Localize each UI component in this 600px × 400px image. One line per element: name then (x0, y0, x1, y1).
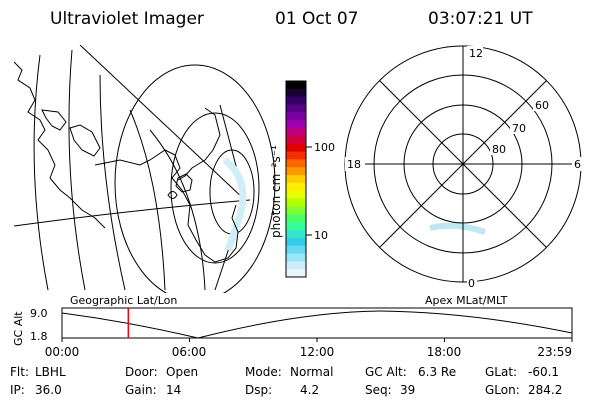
map-coastline (94, 149, 239, 263)
info-glat-label: GLat: (485, 365, 517, 379)
colorbar-cell (286, 120, 306, 129)
map-meridian-line (149, 129, 206, 291)
info-dsp-value: 4.2 (300, 383, 319, 397)
timeline-frame (61, 307, 573, 339)
colorbar-cell (286, 128, 306, 137)
info-glon-value: 284.2 (528, 383, 562, 397)
polar-plot (344, 45, 582, 283)
polar-label-60: 60 (535, 99, 549, 112)
timeline-ylabel: GC Alt (12, 311, 25, 346)
header-title: Ultraviolet Imager (50, 9, 204, 29)
colorbar-cell (286, 167, 306, 176)
colorbar-cell (286, 261, 306, 270)
info-gain-value: 14 (166, 383, 181, 397)
colorbar-cell (286, 96, 306, 106)
map-coastline (167, 191, 178, 199)
polar-label-12: 12 (469, 47, 483, 60)
timeline: Geographic Lat/Lon Apex MLat/MLT GC Alt … (12, 294, 573, 359)
colorbar-cell (286, 237, 306, 247)
polar-label-18: 18 (347, 158, 361, 171)
info-ip-value: 36.0 (35, 383, 62, 397)
colorbar-gradient (286, 81, 306, 278)
colorbar-cell (286, 104, 306, 113)
header-date: 01 Oct 07 (275, 9, 358, 29)
map-coastline (69, 124, 101, 157)
polar-diagonal-line (379, 80, 547, 248)
map-latitude-circle (170, 112, 260, 264)
info-flt-value: LBHL (35, 365, 66, 379)
colorbar-cell (286, 151, 306, 160)
timeline-right-caption: Apex MLat/MLT (425, 294, 508, 307)
info-door-label: Door: (125, 365, 158, 379)
colorbar-cell (286, 229, 306, 239)
timeline-left-caption: Geographic Lat/Lon (70, 294, 177, 307)
colorbar-cell (286, 245, 306, 255)
colorbar-cell (286, 159, 306, 168)
info-glat-value: -60.1 (528, 365, 559, 379)
colorbar-cell (286, 182, 306, 192)
polar-label-6: 6 (574, 158, 581, 171)
colorbar-cell (286, 88, 306, 98)
info-ip-label: IP: (10, 383, 25, 397)
timeline-xtick-label: 00:00 (45, 345, 80, 359)
info-dsp-label: Dsp: (245, 383, 272, 397)
colorbar-cell (286, 81, 306, 90)
colorbar-cell (286, 253, 306, 262)
polar-label-80: 80 (492, 143, 506, 156)
timeline-ytick-bottom: 1.8 (30, 330, 48, 343)
timeline-ticks (61, 338, 573, 342)
map-meridian-line (33, 54, 49, 291)
colorbar-cell (286, 112, 306, 121)
info-gain-label: Gain: (125, 383, 157, 397)
map-latitude-line (14, 199, 251, 227)
map-earth-limb (114, 64, 276, 293)
polar-label-0: 0 (468, 277, 475, 290)
map-meridian-line (129, 109, 166, 291)
colorbar: 100 10 photon cm⁻²s⁻¹ (269, 80, 335, 278)
timeline-xtick-label: 06:00 (172, 345, 207, 359)
info-mode-value: Normal (290, 365, 333, 379)
colorbar-cell (286, 222, 306, 231)
timeline-ytick-top: 9.0 (30, 307, 48, 320)
colorbar-cell (286, 190, 306, 200)
info-glon-label: GLon: (485, 383, 520, 397)
polar-aurora-glow (429, 222, 486, 235)
info-flt-label: Flt: (10, 365, 29, 379)
map-meridian-line (99, 74, 126, 291)
colorbar-cell (286, 214, 306, 223)
polar-labels: 12 18 6 0 60 70 80 (345, 46, 582, 290)
map-aurora-glow (222, 157, 247, 252)
info-door-value: Open (166, 365, 198, 379)
map-meridian-line (68, 49, 86, 291)
info-gcalt-label: GC Alt: (365, 365, 407, 379)
colorbar-tick-label-100: 100 (314, 141, 335, 154)
map-meridian-line (79, 45, 246, 201)
colorbar-cell (286, 269, 306, 278)
colorbar-cell (286, 206, 306, 215)
colorbar-cell (286, 175, 306, 184)
colorbar-tick-label-10: 10 (314, 229, 328, 242)
timeline-altitude-curve (61, 310, 573, 339)
colorbar-frame (285, 80, 307, 278)
colorbar-cell (286, 143, 306, 153)
timeline-xtick-label: 12:00 (300, 345, 335, 359)
timeline-xtick-label: 18:00 (427, 345, 462, 359)
info-panel: Flt: LBHL Door: Open Mode: Normal GC Alt… (10, 365, 562, 397)
map-coastline (41, 109, 67, 131)
polar-label-70: 70 (512, 122, 526, 135)
map-coastline (175, 173, 193, 193)
header-time: 03:07:21 UT (428, 9, 533, 29)
info-seq-value: 39 (400, 383, 415, 397)
colorbar-cell (286, 135, 306, 145)
info-gcalt-value: 6.3 Re (418, 365, 456, 379)
colorbar-cell (286, 198, 306, 208)
timeline-xtick-label: 23:59 (537, 345, 572, 359)
info-seq-label: Seq: (365, 383, 392, 397)
info-mode-label: Mode: (245, 365, 282, 379)
colorbar-unit-label: photon cm⁻²s⁻¹ (269, 145, 283, 238)
map-coastline (14, 61, 106, 229)
geographic-map (14, 45, 276, 293)
